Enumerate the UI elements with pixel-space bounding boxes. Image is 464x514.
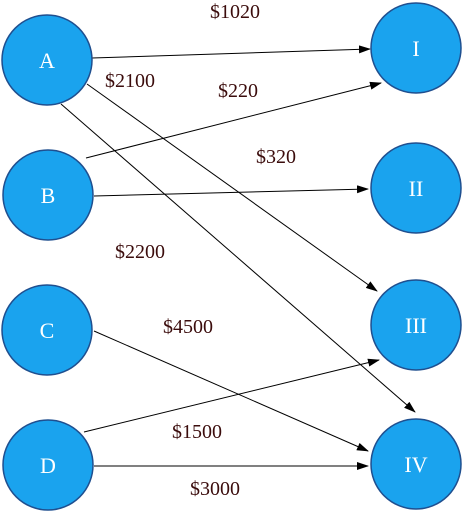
edge-arrow-b-to-i xyxy=(85,81,382,159)
node-label-ii: II xyxy=(409,176,424,201)
edge-arrow-d-to-iii xyxy=(83,358,380,433)
node-label-d: D xyxy=(40,453,56,478)
edge-label-b-to-ii: $320 xyxy=(256,146,296,168)
node-circle-b xyxy=(2,149,94,241)
edge-labels-layer: $1020 $2100 $2200 $220 $320 $4500 $1500 $3000 xyxy=(105,1,296,500)
edge-label-d-to-iv: $3000 xyxy=(190,478,240,500)
node-i: I xyxy=(370,2,462,94)
node-a: A xyxy=(1,14,93,106)
edge-label-a-to-i: $1020 xyxy=(210,1,260,23)
node-d: D xyxy=(2,419,94,511)
edge-arrow-a-to-i xyxy=(91,45,371,59)
node-iv: IV xyxy=(370,418,462,510)
edge-label-a-to-iii: $2100 xyxy=(105,70,155,92)
node-label-iv: IV xyxy=(404,452,427,477)
node-label-a: A xyxy=(39,48,55,73)
node-circle-i xyxy=(370,2,462,94)
edge-arrow-a-to-iv xyxy=(60,103,416,413)
node-ii: II xyxy=(370,142,462,234)
node-b: B xyxy=(2,149,94,241)
edge-label-c-to-iv: $4500 xyxy=(163,316,213,338)
node-c: C xyxy=(1,284,93,376)
node-circle-iv xyxy=(370,418,462,510)
edge-arrow-a-to-iii xyxy=(86,83,378,292)
edge-arrow-b-to-ii xyxy=(93,185,369,197)
node-label-iii: III xyxy=(405,313,427,338)
node-circle-ii xyxy=(370,142,462,234)
node-circle-c xyxy=(1,284,93,376)
edge-arrow-c-to-iv xyxy=(93,330,369,452)
edge-label-b-to-i: $220 xyxy=(218,80,258,102)
node-label-b: B xyxy=(41,183,56,208)
node-circle-a xyxy=(1,14,93,106)
edge-label-d-to-iii: $1500 xyxy=(172,421,222,443)
node-label-c: C xyxy=(40,318,55,343)
edge-label-a-to-iv: $2200 xyxy=(115,241,165,263)
node-circle-d xyxy=(2,419,94,511)
edges-layer xyxy=(60,45,416,470)
node-circle-iii xyxy=(370,279,462,371)
node-label-i: I xyxy=(412,36,419,61)
node-iii: III xyxy=(370,279,462,371)
